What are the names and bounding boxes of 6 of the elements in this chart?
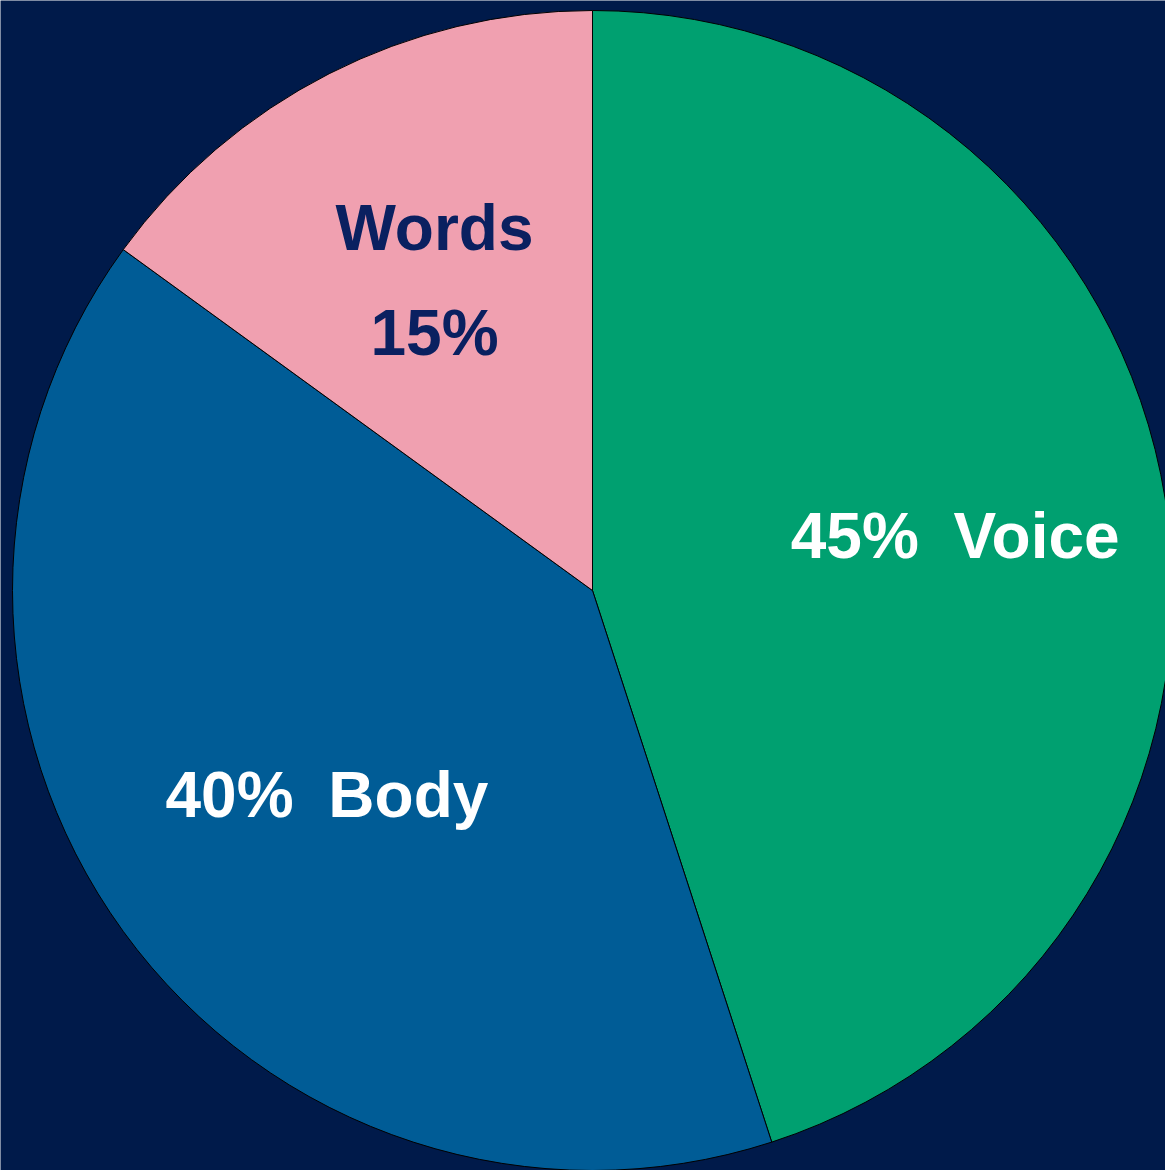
data-label: 15% xyxy=(370,296,499,369)
slice-label: Body xyxy=(328,759,489,832)
slice-label: Words xyxy=(335,192,534,265)
slice-label: Voice xyxy=(953,500,1120,573)
data-label: 45% xyxy=(790,500,919,573)
data-label: 40% xyxy=(165,759,294,832)
